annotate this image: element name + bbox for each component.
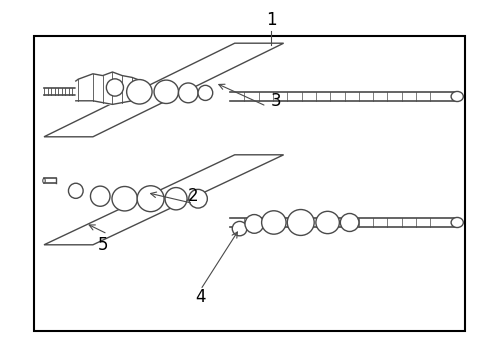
Ellipse shape [315, 211, 339, 234]
Ellipse shape [126, 80, 152, 104]
Text: 3: 3 [270, 92, 281, 110]
Bar [34, 36, 464, 331]
Ellipse shape [90, 186, 110, 206]
Ellipse shape [164, 188, 186, 210]
Ellipse shape [287, 210, 313, 235]
Text: 4: 4 [195, 288, 205, 306]
Ellipse shape [188, 189, 207, 208]
Text: 2: 2 [187, 187, 198, 205]
Polygon shape [44, 155, 283, 245]
Ellipse shape [261, 211, 285, 234]
Ellipse shape [450, 217, 463, 228]
Ellipse shape [198, 85, 212, 100]
Ellipse shape [106, 79, 123, 96]
Polygon shape [44, 43, 283, 137]
Ellipse shape [112, 186, 137, 211]
Ellipse shape [43, 179, 45, 183]
Ellipse shape [137, 186, 163, 212]
Ellipse shape [450, 91, 463, 102]
Ellipse shape [68, 183, 83, 198]
Text: 5: 5 [97, 236, 108, 254]
Ellipse shape [178, 83, 198, 103]
Ellipse shape [154, 80, 178, 104]
Text: 1: 1 [265, 11, 276, 29]
Ellipse shape [232, 221, 246, 236]
Ellipse shape [340, 213, 358, 231]
Ellipse shape [244, 215, 263, 233]
